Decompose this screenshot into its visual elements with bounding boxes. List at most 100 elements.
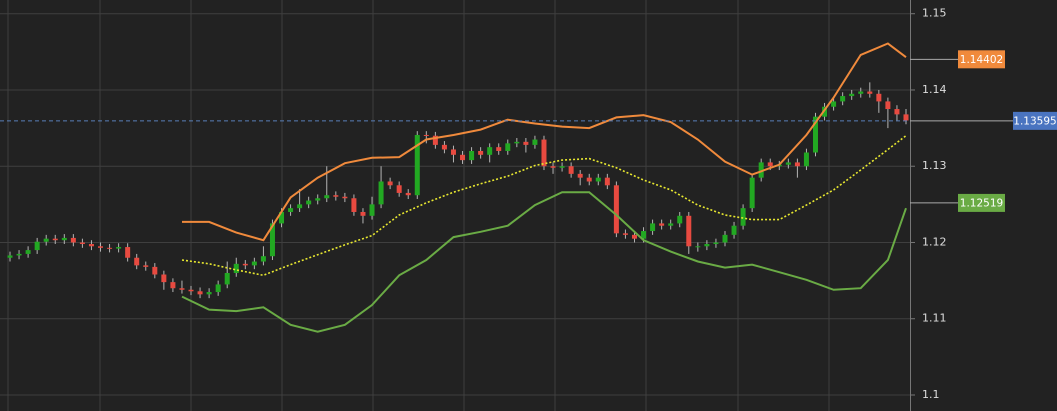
candle-body bbox=[423, 134, 429, 136]
candle-body bbox=[894, 109, 900, 115]
candle-body bbox=[288, 208, 294, 212]
candle-body bbox=[595, 177, 601, 182]
candle-body bbox=[550, 166, 556, 168]
y-tick-label: 1.14 bbox=[922, 83, 947, 96]
candles bbox=[7, 82, 909, 299]
candle-body bbox=[441, 144, 447, 150]
candle-body bbox=[260, 256, 266, 262]
candle-body bbox=[758, 162, 764, 178]
candle-body bbox=[197, 291, 203, 295]
candle-body bbox=[125, 247, 131, 258]
candle-body bbox=[405, 192, 411, 196]
candle-body bbox=[297, 204, 303, 209]
band-label: 1.12519 bbox=[960, 197, 1003, 209]
candle-body bbox=[469, 150, 475, 161]
candle-body bbox=[903, 114, 909, 121]
candle-body bbox=[514, 141, 520, 144]
candle-body bbox=[242, 263, 248, 266]
y-tick-label: 1.1 bbox=[922, 388, 940, 401]
candle-body bbox=[867, 91, 873, 94]
candle-body bbox=[170, 282, 176, 289]
band-line bbox=[181, 191, 907, 333]
candle-body bbox=[52, 238, 58, 241]
candle-body bbox=[577, 173, 583, 178]
candle-body bbox=[215, 284, 221, 293]
candle-body bbox=[88, 244, 94, 247]
candle-body bbox=[188, 289, 194, 292]
candle-body bbox=[496, 147, 502, 151]
candle-body bbox=[478, 150, 484, 155]
candle-body bbox=[541, 139, 547, 167]
candle-body bbox=[134, 257, 140, 266]
candle-body bbox=[695, 246, 701, 248]
candle-body bbox=[568, 166, 574, 174]
candle-body bbox=[794, 162, 800, 167]
candle-body bbox=[43, 238, 49, 242]
candle-body bbox=[25, 250, 31, 254]
candle-body bbox=[224, 272, 230, 285]
candle-body bbox=[487, 147, 493, 155]
candle-body bbox=[722, 234, 728, 243]
candle-body bbox=[79, 242, 85, 245]
candle-body bbox=[858, 91, 864, 94]
candle-body bbox=[269, 223, 275, 257]
candle-body bbox=[116, 247, 122, 249]
candle-body bbox=[749, 177, 755, 209]
candle-body bbox=[387, 181, 393, 186]
band-label-box bbox=[958, 193, 1005, 212]
candle-body bbox=[812, 116, 818, 153]
candle-body bbox=[668, 223, 674, 226]
candle-body bbox=[622, 233, 628, 235]
candle-body bbox=[840, 96, 846, 102]
candle-body bbox=[803, 152, 809, 167]
last-price-label: 1.13595 bbox=[1013, 115, 1056, 127]
candle-body bbox=[360, 211, 366, 216]
candle-body bbox=[849, 93, 855, 97]
candle-body bbox=[686, 215, 692, 247]
candle-body bbox=[704, 244, 710, 247]
y-tick-label: 1.11 bbox=[922, 312, 947, 325]
candle-body bbox=[767, 162, 773, 167]
candle-body bbox=[713, 242, 719, 245]
candle-body bbox=[876, 93, 882, 102]
candle-body bbox=[179, 288, 185, 290]
candle-body bbox=[641, 231, 647, 239]
candle-body bbox=[152, 266, 158, 275]
candle-body bbox=[677, 215, 683, 224]
candle-body bbox=[885, 101, 891, 110]
candle-body bbox=[378, 181, 384, 205]
candle-body bbox=[61, 237, 67, 241]
candle-body bbox=[785, 162, 791, 165]
candle-body bbox=[315, 198, 321, 201]
candle-body bbox=[7, 255, 13, 258]
band-line bbox=[181, 135, 907, 277]
candle-body bbox=[369, 204, 375, 216]
candle-body bbox=[450, 149, 456, 155]
candle-body bbox=[161, 274, 167, 283]
y-tick-label: 1.13 bbox=[922, 159, 947, 172]
candle-body bbox=[631, 234, 637, 239]
candle-body bbox=[324, 195, 330, 199]
band-label: 1.14402 bbox=[960, 54, 1003, 66]
candle-body bbox=[650, 223, 656, 232]
candle-body bbox=[251, 261, 257, 266]
candle-body bbox=[351, 198, 357, 212]
candle-body bbox=[659, 223, 665, 226]
candle-body bbox=[306, 200, 312, 205]
candle-body bbox=[731, 225, 737, 235]
candle-body bbox=[107, 247, 113, 249]
candle-body bbox=[34, 241, 40, 251]
band-line bbox=[182, 42, 907, 242]
candle-body bbox=[604, 177, 610, 186]
candle-body bbox=[70, 237, 76, 243]
candle-body bbox=[16, 253, 22, 256]
candle-body bbox=[98, 246, 104, 248]
candle-body bbox=[333, 195, 339, 197]
y-tick-label: 1.12 bbox=[922, 235, 947, 248]
candle-body bbox=[396, 185, 402, 193]
candle-body bbox=[206, 292, 212, 295]
candle-body bbox=[460, 154, 466, 161]
